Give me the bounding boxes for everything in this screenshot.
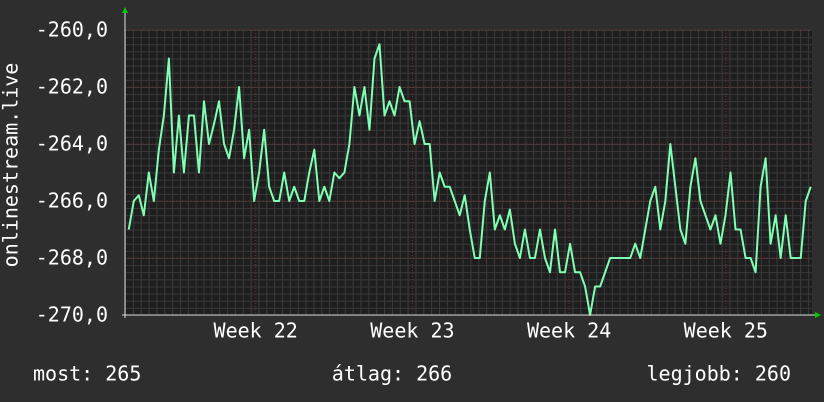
y-tick-label: -270,0 bbox=[36, 303, 108, 327]
y-tick-label: -262,0 bbox=[36, 75, 108, 99]
x-tick-label: Week 25 bbox=[684, 319, 768, 343]
x-tick-label: Week 22 bbox=[214, 319, 298, 343]
y-axis-label: onlinestream.live bbox=[0, 63, 23, 268]
minor-grid bbox=[125, 30, 812, 315]
x-tick-label: Week 24 bbox=[527, 319, 611, 343]
footer-best: legjobb: 260 bbox=[647, 362, 792, 386]
x-arrow bbox=[815, 312, 821, 318]
y-arrow bbox=[122, 7, 128, 13]
footer-avg: átlag: 266 bbox=[332, 362, 452, 386]
line-series bbox=[127, 43, 812, 316]
y-tick-label: -266,0 bbox=[36, 189, 108, 213]
footer-now: most: 265 bbox=[33, 362, 141, 386]
y-tick-label: -260,0 bbox=[36, 18, 108, 42]
x-tick-label: Week 23 bbox=[370, 319, 454, 343]
y-tick-label: -264,0 bbox=[36, 132, 108, 156]
y-tick-label: -268,0 bbox=[36, 246, 108, 270]
